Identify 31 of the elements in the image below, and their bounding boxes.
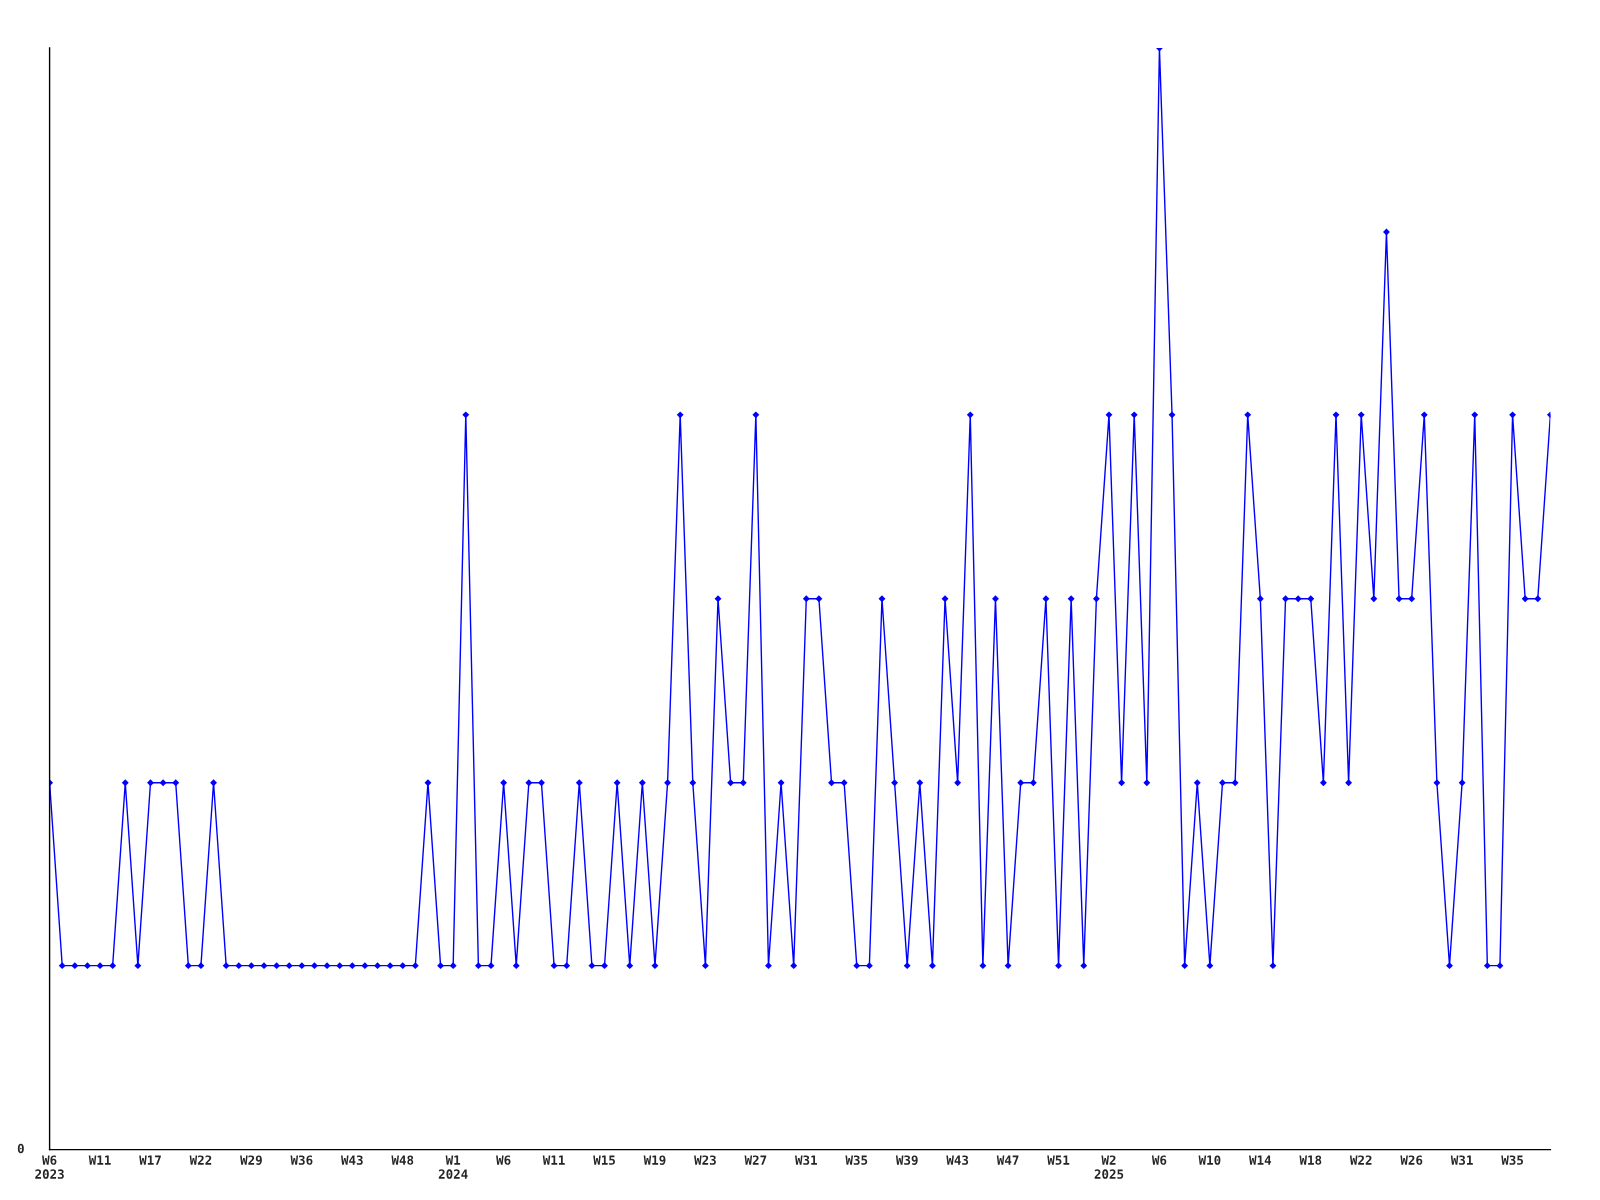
x-tick-label: W14 bbox=[1249, 1155, 1272, 1165]
text: 0 bbox=[17, 1143, 24, 1154]
x-tick-label: W26 bbox=[1400, 1155, 1423, 1165]
x-tick-label: W11 bbox=[88, 1155, 111, 1165]
x-tick-label: W48 bbox=[391, 1155, 414, 1165]
x-tick-label: W29 bbox=[240, 1155, 262, 1165]
x-tick-label: W27 bbox=[744, 1155, 767, 1165]
x-tick-label: W43 bbox=[946, 1155, 969, 1165]
x-tick-label: W51 bbox=[1047, 1155, 1070, 1165]
x-tick-label: W15 bbox=[593, 1155, 615, 1165]
x-tick-label: W39 bbox=[895, 1155, 918, 1165]
x-tick-label: W35 bbox=[845, 1155, 868, 1165]
x-tick-label: W47 bbox=[996, 1155, 1019, 1165]
x-tick-label: W31 bbox=[795, 1155, 817, 1165]
x-tick-label: W6 bbox=[1151, 1155, 1167, 1165]
x-tick-label: W31 bbox=[1450, 1155, 1473, 1165]
x-tick-label: W17 bbox=[139, 1155, 161, 1165]
x-tick-label: W23 bbox=[694, 1155, 716, 1165]
x-tick-label: W36 bbox=[290, 1155, 313, 1165]
x-tick-label: W1 2024 bbox=[438, 1155, 468, 1179]
x-tick-label: W43 bbox=[340, 1155, 363, 1165]
x-tick-label: W35 bbox=[1501, 1155, 1524, 1165]
x-tick-label: W22 bbox=[189, 1155, 212, 1165]
x-tick-label: W6 2023 bbox=[35, 1155, 64, 1179]
x-tick-label: W6 bbox=[496, 1155, 511, 1165]
x-tick-label: W2 2025 bbox=[1094, 1155, 1124, 1179]
x-tick-label: W22 bbox=[1349, 1155, 1372, 1165]
x-tick-label: W10 bbox=[1198, 1155, 1221, 1165]
x-tick-label: W19 bbox=[643, 1155, 666, 1165]
x-tick-label: W18 bbox=[1299, 1155, 1322, 1165]
x-tick-label: W11 bbox=[542, 1155, 565, 1165]
